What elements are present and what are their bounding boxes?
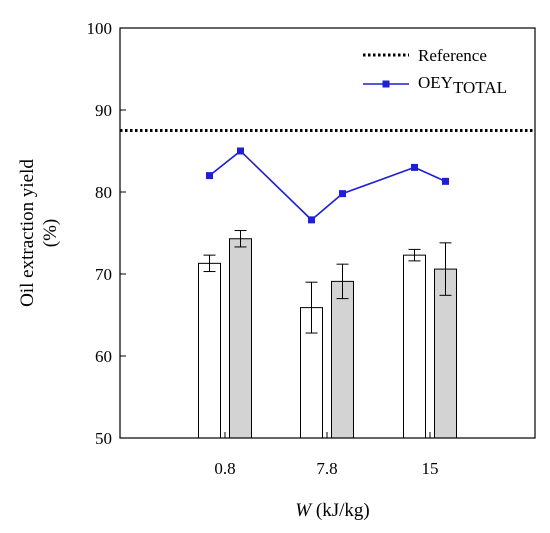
- oey-marker-4: [339, 190, 346, 198]
- x-axis-label: W (kJ/kg): [295, 500, 369, 521]
- bar-s2-0.8: [229, 238, 252, 439]
- x-tick-label: 0.8: [214, 459, 235, 478]
- y-axis: 50 60 70 80 90 100: [87, 19, 126, 448]
- y-tick-label: 60: [95, 347, 112, 366]
- legend-reference-label: Reference: [418, 46, 487, 65]
- y-tick-label: 90: [95, 101, 112, 120]
- error-bar-s1-0.8: [203, 254, 216, 273]
- x-axis-label-variable: W: [295, 500, 313, 521]
- y-axis-label-line2: (%): [40, 219, 61, 247]
- bar-s2-7.8: [331, 280, 354, 439]
- y-axis-label-line1: Oil extraction yield: [17, 159, 38, 307]
- x-tick-label: 7.8: [316, 459, 337, 478]
- oey-total-line: [209, 149, 446, 221]
- y-tick-label: 70: [95, 265, 112, 284]
- oey-marker-2: [237, 147, 244, 155]
- legend: Reference OEYTOTAL: [363, 46, 507, 97]
- error-bars-layer: [203, 230, 452, 334]
- error-bar-s1-15: [408, 248, 421, 262]
- bar-s1-0.8: [198, 262, 221, 439]
- y-axis-title: Oil extraction yield (%): [17, 159, 61, 307]
- oey-marker-3: [308, 216, 315, 224]
- y-tick-label: 50: [95, 429, 112, 448]
- bars-layer: [198, 238, 457, 439]
- y-tick-label: 80: [95, 183, 112, 202]
- y-tick-label: 100: [87, 19, 113, 38]
- x-axis: 0.8 7.8 15: [214, 432, 439, 478]
- error-bar-s2-15: [439, 242, 452, 296]
- error-bar-s1-7.8: [305, 281, 318, 334]
- oey-marker-1: [206, 172, 213, 180]
- oey-marker-6: [442, 177, 449, 185]
- legend-oey-label: OEYTOTAL: [418, 73, 507, 97]
- legend-oey-label-main: OEY: [418, 73, 453, 92]
- x-tick-label: 15: [422, 459, 439, 478]
- bar-s1-15: [403, 254, 426, 439]
- oey-marker-5: [411, 163, 418, 171]
- error-bar-s2-7.8: [336, 263, 349, 300]
- error-bar-s2-0.8: [234, 230, 247, 248]
- oey-markers-layer: [206, 147, 449, 224]
- legend-oey-label-subscript: TOTAL: [453, 78, 507, 97]
- x-axis-label-unit: (kJ/kg): [311, 500, 370, 521]
- legend-oey-marker: [382, 80, 390, 88]
